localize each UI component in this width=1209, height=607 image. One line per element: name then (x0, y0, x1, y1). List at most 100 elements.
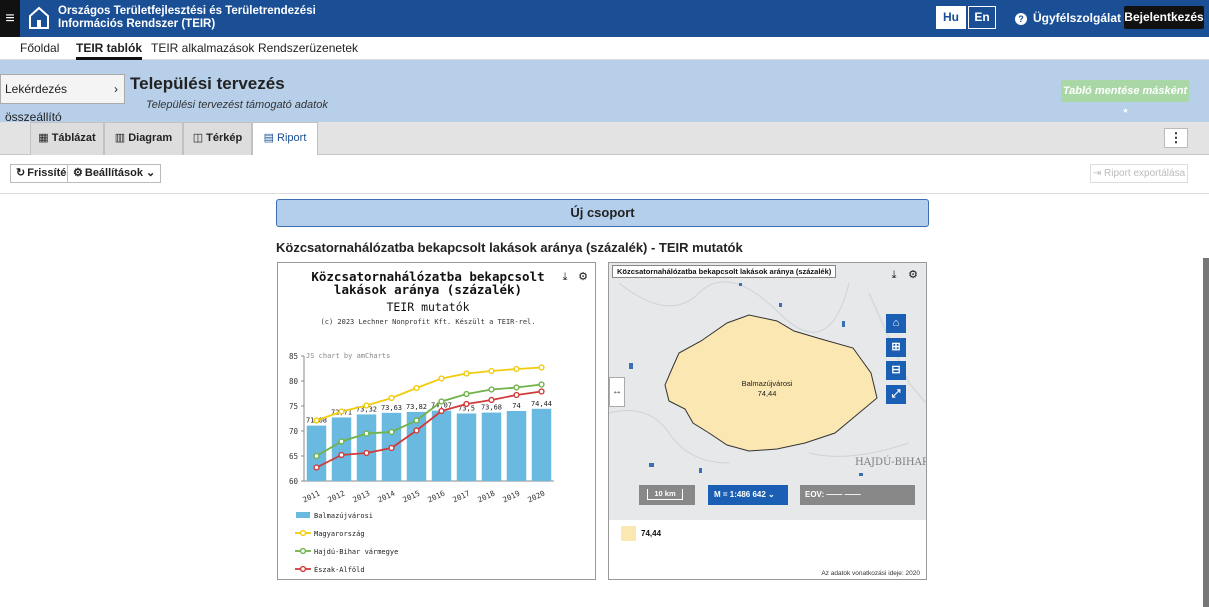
bar-data-label: 74 (512, 402, 520, 410)
x-tick-label: 2013 (351, 489, 371, 505)
tab-map-label: Térkép (206, 132, 243, 144)
series-point (413, 427, 420, 434)
query-builder-label: Lekérdezés összeállító (5, 82, 68, 124)
chevron-right-icon: › (114, 82, 118, 96)
map-region-balmazujvarosi (664, 314, 878, 452)
y-tick-label: 70 (289, 427, 299, 436)
arrows-horizontal-icon[interactable]: ↔ (609, 377, 625, 407)
gear-icon: ⚙ (73, 167, 83, 179)
bar-chart-icon: ▥ (114, 132, 126, 144)
series-point (463, 400, 470, 408)
page-subtitle: Települési tervezést támogató adatok (146, 99, 328, 111)
top-bar: ≡ Országos Területfejlesztési és Terület… (0, 0, 1209, 37)
series-point (438, 398, 445, 405)
map-panel: Balmazújvárosi 74,44 HAJDÚ-BIHAR Közcsat… (608, 262, 927, 580)
x-tick-label: 2017 (451, 489, 471, 505)
scrollbar[interactable] (1203, 258, 1209, 607)
export-report-button[interactable]: ⇥ Riport exportálása (1090, 164, 1188, 183)
fullscreen-icon[interactable]: ⤢ (886, 385, 906, 404)
y-tick-label: 75 (289, 402, 298, 411)
chart-title-line1: Közcsatornahálózatba bekapcsolt (311, 269, 545, 284)
query-builder-button[interactable]: Lekérdezés összeállító › (0, 74, 125, 124)
tab-report[interactable]: ▤ Riport (252, 122, 318, 156)
save-as-button[interactable]: Tabló mentése másként * (1061, 80, 1189, 119)
question-icon: ? (1015, 13, 1027, 25)
download-icon[interactable]: ⤓ (562, 271, 568, 283)
settings-dropdown[interactable]: ⚙ Beállítások ⌄ (67, 164, 162, 183)
series-point (363, 430, 370, 437)
scale-bar: 10 km (639, 485, 695, 505)
export-label: Riport exportálása (1104, 168, 1186, 179)
legend-label: Hajdú-Bihar vármegye (314, 548, 398, 556)
kebab-icon[interactable]: ⋮ (1164, 128, 1188, 148)
scale-ratio-label: M = 1:486 642 (714, 490, 766, 499)
x-tick-label: 2011 (301, 489, 321, 505)
chart-subtitle: TEIR mutatók (386, 300, 470, 314)
nav-item-home[interactable]: Főoldal (20, 41, 60, 55)
map-layer-label: Közcsatornahálózatba bekapcsolt lakások … (612, 265, 837, 278)
nav-item-system-messages[interactable]: Rendszerüzenetek (258, 41, 359, 55)
login-button[interactable]: Bejelentkezés (1124, 6, 1204, 29)
download-icon[interactable]: ⤓ (891, 269, 897, 281)
support-link[interactable]: ? Ügyfélszolgálat (1015, 11, 1121, 25)
y-tick-label: 65 (289, 452, 298, 461)
series-point (388, 394, 395, 402)
chart-title-line2: lakások aránya (százalék) (333, 282, 523, 297)
series-point (538, 388, 545, 395)
view-tabs: ▦ Táblázat ▥ Diagram ◫ Térkép ▤ Riport ⋮ (0, 122, 1209, 156)
tab-diagram[interactable]: ▥ Diagram (104, 122, 183, 155)
tab-table[interactable]: ▦ Táblázat (30, 122, 104, 155)
series-point (363, 449, 370, 457)
refresh-button[interactable]: ↻ Frissítés (10, 164, 79, 183)
series-point (513, 365, 520, 373)
x-tick-label: 2018 (476, 488, 497, 504)
series-point (388, 444, 395, 452)
chart-title: Közcsatornahálózatba bekapcsolt lakások … (278, 270, 578, 296)
series-line (316, 383, 542, 457)
gear-icon[interactable]: ⚙ (578, 271, 588, 283)
legend-label: Észak-Alföld (314, 565, 365, 574)
tab-map[interactable]: ◫ Térkép (183, 122, 252, 155)
tab-table-label: Táblázat (51, 132, 96, 144)
language-hu-button[interactable]: Hu (936, 6, 966, 29)
teir-logo-icon[interactable] (28, 6, 50, 30)
gear-icon[interactable]: ⚙ (908, 269, 918, 281)
table-icon: ▦ (38, 132, 49, 144)
scale-ratio-dropdown[interactable]: M = 1:486 642 ⌄ (708, 485, 788, 505)
x-tick-label: 2019 (501, 489, 521, 505)
group-header[interactable]: Új csoport (276, 199, 929, 227)
map-region-value: 74,44 (758, 389, 777, 398)
chart-credit: JS chart by amCharts (306, 352, 390, 360)
scale-label: 10 km (647, 489, 683, 500)
map-legend-value: 74,44 (641, 529, 662, 538)
section-title: Közcsatornahálózatba bekapcsolt lakások … (276, 240, 743, 255)
series-point (338, 408, 345, 415)
bar (431, 410, 452, 481)
bar-data-label: 73,5 (458, 405, 475, 413)
legend-swatch (296, 512, 310, 518)
nav-item-teir-tablok[interactable]: TEIR tablók (76, 41, 143, 60)
app-title[interactable]: Országos Területfejlesztési és Területre… (58, 5, 316, 30)
hamburger-icon[interactable]: ≡ (0, 0, 20, 37)
page-title: Települési tervezés (130, 74, 285, 93)
nav-item-teir-apps[interactable]: TEIR alkalmazások (151, 41, 255, 55)
map-icon: ◫ (192, 132, 204, 144)
x-tick-label: 2014 (376, 488, 397, 504)
bar (406, 411, 427, 481)
zoom-in-icon[interactable]: ⊞ (886, 338, 906, 357)
bar-data-label: 73,63 (381, 404, 402, 412)
language-en-button[interactable]: En (968, 6, 996, 29)
legend-marker (299, 547, 307, 555)
x-tick-label: 2015 (401, 489, 421, 505)
y-tick-label: 80 (289, 377, 299, 386)
home-icon[interactable]: ⌂ (886, 314, 906, 333)
legend-marker (299, 529, 307, 537)
bar (331, 417, 352, 481)
series-point (438, 407, 445, 415)
map-area[interactable]: Balmazújvárosi 74,44 HAJDÚ-BIHAR Közcsat… (609, 263, 926, 520)
bar (456, 413, 477, 481)
zoom-out-icon[interactable]: ⊟ (886, 361, 906, 380)
series-point (538, 364, 545, 371)
